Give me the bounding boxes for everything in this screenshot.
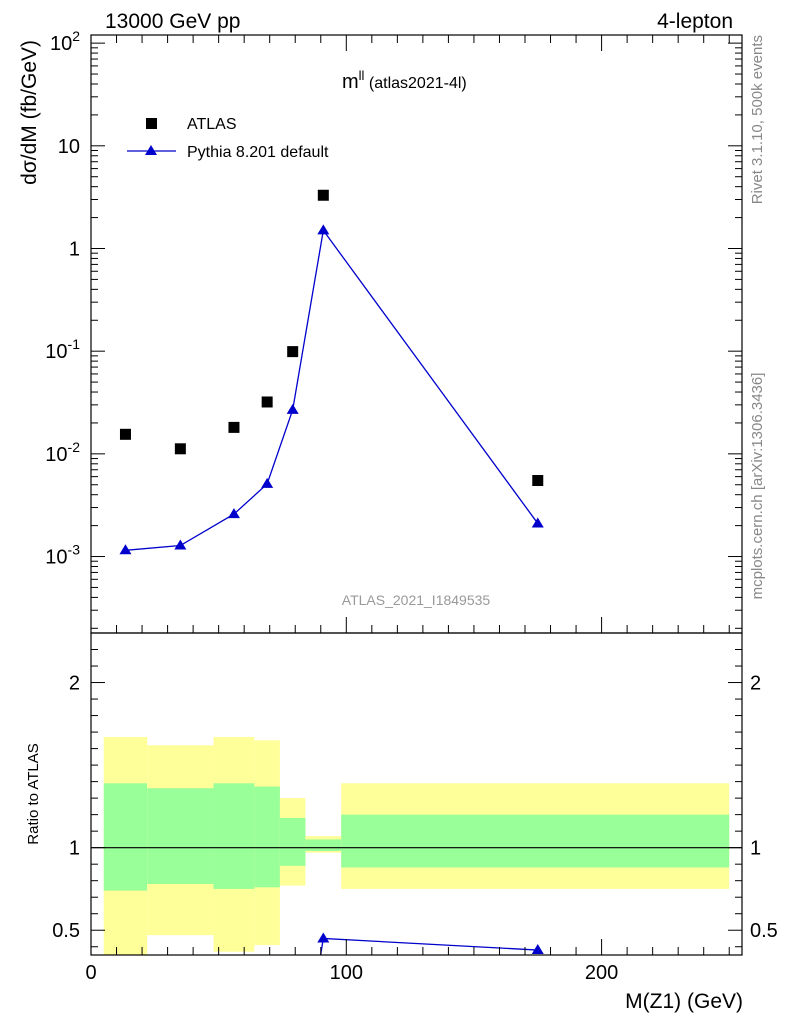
ratio-frame <box>90 632 743 956</box>
x-tick-label: 0 <box>85 962 96 984</box>
x-axis-label: M(Z1) (GeV) <box>625 990 743 1013</box>
ratio-pythia-point <box>531 944 544 955</box>
x-tick-label: 200 <box>585 962 618 984</box>
main-y-tick-label: 10-2 <box>45 439 80 466</box>
ratio-y-tick-label: 1 <box>69 838 80 860</box>
ratio-band-inner <box>279 817 306 866</box>
legend-pythia-marker <box>145 145 157 155</box>
atlas-point <box>228 421 240 433</box>
legend: ATLAS Pythia 8.201 default <box>127 116 329 161</box>
ratio-pythia-point <box>317 932 330 943</box>
atlas-point <box>287 346 299 358</box>
ratio-pythia-point <box>307 995 319 1005</box>
ratio-band-inner <box>254 786 280 888</box>
pythia-point <box>174 539 187 550</box>
analysis-watermark: ATLAS_2021_I1849535 <box>342 592 491 608</box>
atlas-point <box>317 189 329 201</box>
ratio-y-tick-label-right: 2 <box>750 673 761 695</box>
atlas-point <box>261 396 273 408</box>
ratio-y-tick-label: 2 <box>69 673 80 695</box>
atlas-point <box>174 443 186 455</box>
ratio-band-inner <box>305 839 342 851</box>
main-y-tick-label: 1 <box>69 238 80 260</box>
pythia-point <box>227 508 240 519</box>
ratio-plot-area <box>91 737 742 1005</box>
main-y-axis-label: dσ/dM (fb/GeV) <box>18 40 41 185</box>
plot-title-sub: (atlas2021-4l) <box>364 75 466 92</box>
plot-title: mll (atlas2021-4l) <box>342 68 467 93</box>
main-y-axis: 10-3 10-2 10-1 1 10 102 <box>45 28 742 629</box>
pythia-line <box>125 228 539 551</box>
plot-title-main: m <box>342 71 359 93</box>
ratio-panel: 0.5 0.5 1 1 2 2 0 100 200 Ratio to ATLAS M(Z1) … <box>25 632 778 1013</box>
atlas-point <box>119 428 131 440</box>
main-x-ticks <box>90 35 730 633</box>
main-panel: 10-3 10-2 10-1 1 10 102 dσ/dM (fb/GeV) mll (a… <box>18 28 743 634</box>
atlas-point <box>532 475 544 487</box>
plot-title-sup: ll <box>359 68 365 83</box>
legend-pythia-label: Pythia 8.201 default <box>187 144 329 161</box>
ratio-band-inner <box>341 814 730 868</box>
ratio-band-inner <box>147 788 214 884</box>
ratio-x-axis: 0 100 200 <box>85 939 730 984</box>
ratio-y-tick-label-right: 0.5 <box>750 920 778 942</box>
pythia-point <box>286 403 299 414</box>
mcplots-label: mcplots.cern.ch [arXiv:1306.3436] <box>749 373 766 600</box>
main-y-tick-label: 102 <box>50 28 80 55</box>
legend-atlas-marker <box>146 118 157 129</box>
main-y-tick-label: 10-1 <box>45 336 80 363</box>
ratio-y-axis: 0.5 0.5 1 1 2 2 <box>52 632 778 948</box>
pythia-point <box>261 477 274 488</box>
main-plot-area <box>119 189 544 555</box>
pythia-point <box>119 544 132 555</box>
legend-atlas-label: ATLAS <box>187 116 237 133</box>
ratio-band-inner <box>103 783 148 891</box>
ratio-y-axis-label: Ratio to ATLAS <box>25 743 42 844</box>
rivet-version-label: Rivet 3.1.10, 500k events <box>749 35 766 204</box>
main-y-tick-label: 10-3 <box>45 542 80 569</box>
pythia-point <box>531 517 544 528</box>
ratio-band-inner <box>213 783 255 889</box>
main-y-tick-label: 10 <box>58 136 80 158</box>
x-tick-label: 100 <box>330 962 363 984</box>
pythia-point <box>317 224 330 235</box>
header-left: 13000 GeV pp <box>105 10 240 33</box>
header-right: 4-lepton <box>657 10 733 33</box>
ratio-y-tick-label-right: 1 <box>750 838 761 860</box>
ratio-y-tick-label: 0.5 <box>52 920 80 942</box>
